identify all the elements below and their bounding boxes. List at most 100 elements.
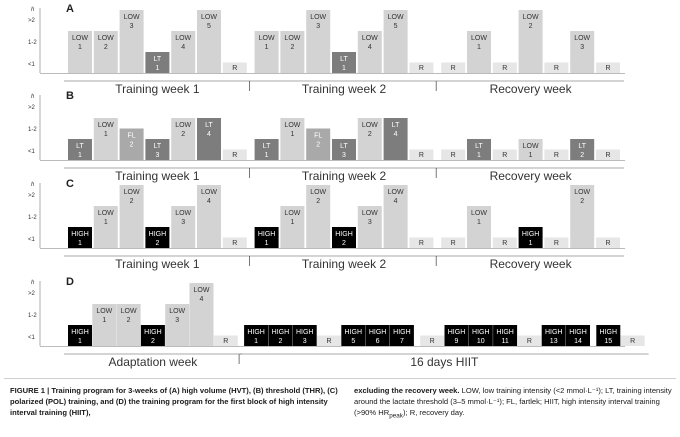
session-bar: [68, 227, 92, 248]
axis-level-label: 1-2: [28, 127, 37, 133]
panel-letter: D: [66, 276, 74, 288]
axis-level-label: >2: [28, 291, 36, 297]
session-kind-label: HIGH: [71, 231, 89, 238]
session-kind-label: LOW: [98, 210, 114, 217]
session-bar: [544, 237, 569, 248]
session-bar: [409, 149, 434, 160]
session-number-label: 1: [477, 152, 481, 159]
axis-hours-symbol: h: [31, 94, 35, 100]
session-bar: [165, 304, 190, 346]
caption-legend-text: LOW, low training intensity (<2 mmol·L⁻¹…: [354, 386, 672, 417]
session-number-label: 3: [175, 317, 179, 324]
session-bar: [493, 325, 518, 346]
session-number-label: 2: [155, 240, 159, 247]
axis-level-label: >2: [28, 105, 36, 111]
session-kind-label: LT: [392, 122, 400, 129]
session-kind-label: R: [605, 240, 610, 247]
session-bar: [566, 325, 590, 346]
session-kind-label: LT: [340, 143, 348, 150]
session-kind-label: R: [554, 65, 559, 72]
session-bar: [541, 325, 566, 346]
session-kind-label: LOW: [284, 210, 300, 217]
session-bar: [467, 31, 491, 73]
session-bar: [357, 206, 382, 248]
caption-bold-continuation: excluding the recovery week.: [354, 386, 460, 395]
session-bar: [332, 52, 356, 73]
session-kind-label: LOW: [124, 14, 140, 21]
session-number-label: 13: [550, 338, 558, 345]
session-bar: [468, 325, 493, 346]
session-bar: [570, 31, 595, 73]
session-bar: [145, 227, 170, 248]
session-bar: [93, 118, 118, 160]
session-number-label: 2: [181, 131, 185, 138]
session-kind-label: LOW: [388, 189, 404, 196]
session-kind-label: HIGH: [522, 231, 540, 238]
session-kind-label: LOW: [362, 122, 378, 129]
session-kind-label: R: [223, 338, 228, 345]
axis-level-label: 1-2: [28, 215, 37, 221]
session-kind-label: R: [419, 65, 424, 72]
session-bar: [222, 62, 247, 73]
session-bar: [197, 10, 221, 73]
panel-a: Ah >2 1-2 <1 LOW 1 LOW 2 LOW 3 LT 1 LOW 4 LOW 5 R LOW 1 LOW…: [28, 3, 625, 96]
caption-right-column: excluding the recovery week. LOW, low tr…: [354, 385, 672, 422]
session-kind-label: LOW: [388, 14, 404, 21]
session-number-label: 2: [529, 23, 533, 30]
session-kind-label: LOW: [194, 287, 210, 294]
axis-hours-symbol: h: [31, 182, 35, 188]
session-kind-label: R: [605, 65, 610, 72]
session-bar: [420, 335, 445, 346]
session-kind-label: R: [430, 338, 435, 345]
session-number-label: 6: [376, 338, 380, 345]
session-number-label: 3: [303, 338, 307, 345]
session-bar: [441, 149, 466, 160]
session-bar: [596, 237, 620, 248]
week-label: Training week 2: [302, 169, 387, 183]
session-bar: [570, 139, 595, 160]
session-number-label: 1: [254, 338, 258, 345]
panel-d: Dh >2 1-2 <1 HIGH 1 LOW 1 LOW 2 HIGH 2 LOW 3 LOW 4 R HIGH…: [28, 276, 649, 369]
session-bar: [544, 62, 569, 73]
caption-subscript: peak: [389, 412, 403, 420]
session-bar: [518, 227, 543, 248]
session-bar: [171, 118, 196, 160]
session-kind-label: LOW: [362, 210, 378, 217]
axis-level-label: <1: [28, 62, 36, 68]
session-kind-label: HIGH: [496, 329, 514, 336]
session-bar: [492, 237, 517, 248]
session-kind-label: R: [630, 338, 635, 345]
session-bar: [119, 128, 144, 160]
session-number-label: 3: [368, 219, 372, 226]
session-bar: [570, 185, 595, 248]
session-bar: [213, 335, 238, 346]
session-bar: [280, 206, 305, 248]
session-number-label: 4: [207, 198, 211, 205]
session-bar: [292, 325, 317, 346]
session-number-label: 2: [368, 131, 372, 138]
session-bar: [93, 206, 118, 248]
session-kind-label: HIGH: [335, 231, 353, 238]
session-bar: [171, 31, 196, 73]
session-number-label: 4: [200, 296, 204, 303]
session-kind-label: HIGH: [71, 329, 89, 336]
session-bar: [409, 237, 434, 248]
session-number-label: 5: [207, 23, 211, 30]
session-number-label: 2: [151, 338, 155, 345]
session-kind-label: HIGH: [258, 231, 276, 238]
session-number-label: 1: [265, 240, 269, 247]
session-bar: [119, 185, 144, 248]
session-number-label: 4: [394, 198, 398, 205]
session-number-label: 2: [130, 198, 134, 205]
session-bar: [341, 325, 366, 346]
session-number-label: 1: [102, 317, 106, 324]
session-number-label: 3: [155, 152, 159, 159]
session-kind-label: LOW: [284, 35, 300, 42]
session-kind-label: R: [554, 240, 559, 247]
session-bar: [317, 335, 341, 346]
session-number-label: 1: [78, 240, 82, 247]
session-bar: [189, 283, 214, 346]
session-bar: [222, 237, 247, 248]
session-kind-label: LOW: [523, 143, 539, 150]
